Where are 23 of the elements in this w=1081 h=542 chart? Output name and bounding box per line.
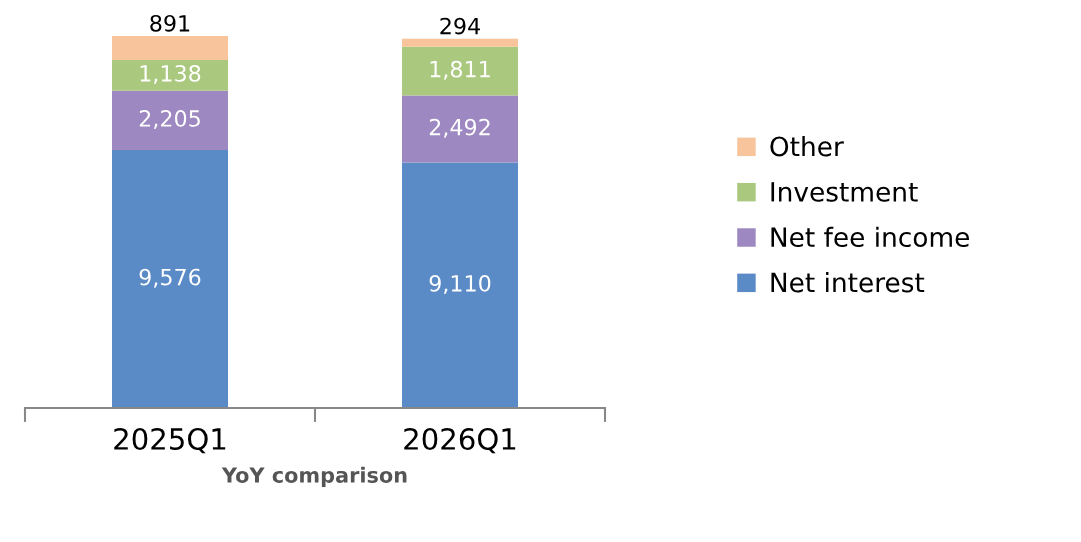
legend-label: Other <box>770 136 844 157</box>
bar <box>112 36 228 60</box>
bar <box>112 90 228 151</box>
bar <box>402 46 518 96</box>
legend-label: Net fee income <box>771 226 969 248</box>
data-label: 2,205 <box>139 109 200 130</box>
data-label: 9,576 <box>139 268 201 288</box>
bar <box>402 162 518 408</box>
data-label: 891 <box>150 14 190 32</box>
x-tick-label: 2025Q1 <box>114 427 226 454</box>
bar <box>402 38 518 47</box>
legend-label: Investment <box>771 182 918 202</box>
x-axis-title: YoY comparison <box>221 466 407 487</box>
bar <box>402 95 518 163</box>
bar <box>112 150 228 408</box>
data-label: 2,492 <box>429 118 490 138</box>
bar <box>112 60 228 91</box>
data-label: 9,110 <box>429 274 491 295</box>
data-label: 294 <box>440 17 480 35</box>
data-label: 1,138 <box>140 64 201 85</box>
data-label: 1,811 <box>430 60 490 80</box>
x-tick-label: 2026Q1 <box>404 427 516 454</box>
legend-label: Net interest <box>771 272 925 293</box>
